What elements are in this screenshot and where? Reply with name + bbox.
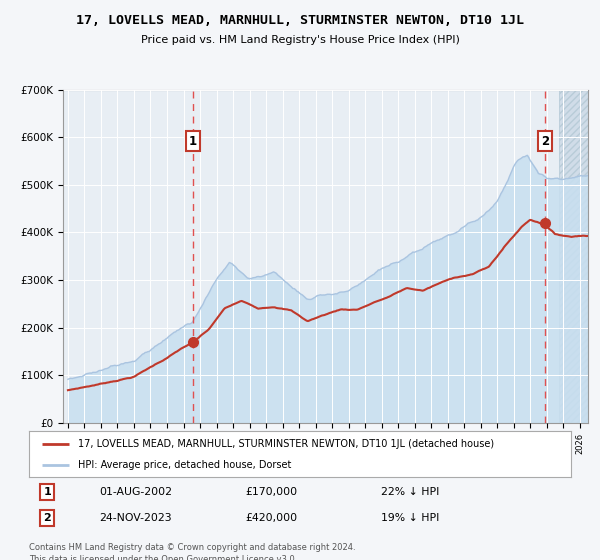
Text: £420,000: £420,000	[246, 513, 298, 523]
Text: 17, LOVELLS MEAD, MARNHULL, STURMINSTER NEWTON, DT10 1JL (detached house): 17, LOVELLS MEAD, MARNHULL, STURMINSTER …	[77, 438, 494, 449]
Text: 1: 1	[43, 487, 51, 497]
Text: Price paid vs. HM Land Registry's House Price Index (HPI): Price paid vs. HM Land Registry's House …	[140, 35, 460, 45]
Text: 2: 2	[541, 135, 549, 148]
Text: HPI: Average price, detached house, Dorset: HPI: Average price, detached house, Dors…	[77, 460, 291, 470]
Text: 22% ↓ HPI: 22% ↓ HPI	[382, 487, 440, 497]
Text: 24-NOV-2023: 24-NOV-2023	[100, 513, 172, 523]
Bar	[559, 90, 588, 423]
Text: £170,000: £170,000	[246, 487, 298, 497]
Text: 1: 1	[189, 135, 197, 148]
Text: 2: 2	[43, 513, 51, 523]
Text: 17, LOVELLS MEAD, MARNHULL, STURMINSTER NEWTON, DT10 1JL: 17, LOVELLS MEAD, MARNHULL, STURMINSTER …	[76, 14, 524, 27]
Text: 01-AUG-2002: 01-AUG-2002	[100, 487, 172, 497]
Bar	[559, 90, 588, 423]
Text: 19% ↓ HPI: 19% ↓ HPI	[382, 513, 440, 523]
Text: Contains HM Land Registry data © Crown copyright and database right 2024.
This d: Contains HM Land Registry data © Crown c…	[29, 543, 355, 560]
